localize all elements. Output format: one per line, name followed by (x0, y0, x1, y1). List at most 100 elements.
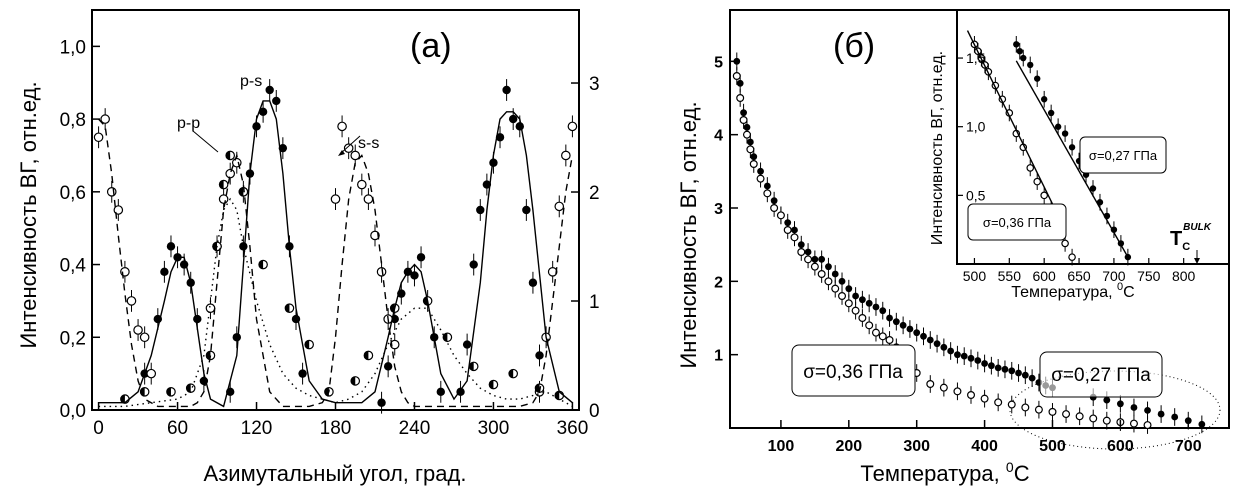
chart-a-series-2-point-half (351, 376, 356, 386)
chart-a-series-2-point-half (555, 391, 560, 400)
chart-b-series-0-point (1171, 413, 1179, 421)
chart-b-series-1-point (878, 332, 887, 341)
box-sigma-027-label: σ=0,27 ГПа (1051, 365, 1151, 386)
chart-a-series-2-point (225, 150, 236, 161)
chart-a-ytick-label: 1,0 (60, 37, 86, 58)
box-sigma-027 (1039, 351, 1163, 398)
chart-inset-xtick-label: 650 (1067, 268, 1091, 284)
chart-a-series-0-point (476, 205, 485, 215)
chart-a-ytick-label: 0,6 (60, 183, 86, 204)
chart-a-series-0-point (258, 107, 268, 117)
chart-b-series-0-point (960, 352, 968, 360)
chart-b-series-0-point (926, 336, 934, 344)
annotation-pp-arrow (192, 130, 219, 153)
chart-b-series-1-point (790, 233, 799, 242)
chart-b-series-1-point (776, 211, 785, 220)
chart-a-series-0-point (252, 122, 261, 131)
chart-inset-series-0-point (1040, 96, 1048, 103)
chart-a-xlabel: Азимутальный угол, град. (204, 461, 467, 486)
chart-a-series-2-point (488, 379, 499, 390)
chart-b-series-1-point (865, 321, 874, 330)
chart-b-series-0-point (831, 270, 839, 278)
chart-b-series-1-point (1007, 400, 1016, 409)
chart-a-series-2-point (350, 376, 361, 386)
chart-b-series-0-point (872, 303, 880, 311)
chart-a-series-0-point (160, 267, 169, 277)
chart-inset-ytick-label: 1,5 (966, 50, 986, 66)
chart-a-series-1-point (225, 168, 236, 179)
chart-inset-series-0-point (1027, 61, 1034, 69)
chart-b-series-0-point (994, 364, 1002, 372)
box-sigma-036 (791, 344, 916, 397)
chart-b-series-0-point (906, 325, 914, 333)
annotation-ss-arrowhead (338, 150, 345, 156)
chart-a-ytick-right-label: 2 (589, 183, 600, 204)
chart-b-series-1-point (1048, 407, 1057, 416)
chart-b-series-0-point (1015, 369, 1022, 377)
chart-a-series-2-point (304, 339, 314, 350)
chart-b-series-0-point (845, 285, 853, 293)
chart-inset-series-0-point (1089, 185, 1097, 192)
chart-inset-xtick-label: 600 (1032, 268, 1056, 284)
chart-a-ytick-label: 0,4 (60, 256, 87, 277)
chart-a-series-1-point (126, 296, 137, 306)
chart-b-series-1-point (797, 248, 806, 257)
chart-b-series-1-point (804, 255, 813, 264)
chart-b-series-0-point (886, 314, 893, 322)
chart-inset-series-0-point (1110, 226, 1118, 233)
inset-box-sigma-036-label: σ=0,36 ГПа (983, 215, 1052, 230)
chart-a-ytick-label: 0,2 (60, 328, 86, 349)
chart-a-series-2-point-half (304, 340, 310, 349)
chart-a-series-2-point (258, 259, 268, 270)
chart-a-series-0-point (416, 253, 426, 262)
chart-b-series-0-point (1144, 407, 1151, 414)
chart-inset-series-1-point (1068, 253, 1076, 261)
chart-b-series-1-point (994, 398, 1003, 407)
chart-b-series-1-point (746, 145, 755, 154)
chart-b-xlabel: Температура, 0C (860, 459, 1029, 486)
chart-inset-series-0-point (1068, 144, 1076, 151)
chart-a-series-0-point (508, 114, 518, 124)
chart-b-series-1-point (967, 391, 976, 400)
chart-a-panel-label: (a) (410, 27, 452, 65)
chart-b-ylabel: Интенсивность ВГ, отн.ед. (676, 101, 701, 368)
chart-a-series-2-point (205, 350, 216, 361)
chart-a-series-1-point (330, 194, 341, 204)
chart-a-series-0-point (298, 369, 307, 378)
chart-a-series-2-point (238, 187, 249, 197)
chart-a-series-2-point-half (166, 387, 171, 397)
chart-a-xtick-label: 240 (399, 418, 431, 439)
chart-inset-series-1-point (1033, 177, 1042, 186)
chart-a-series-2-point-half (285, 303, 290, 313)
chart-inset-xtick-label: 800 (1172, 268, 1196, 284)
chart-b-series-0-point (1001, 365, 1009, 373)
chart-a-ylabel: Интенсивность ВГ, отн.ед. (16, 81, 41, 348)
chart-b-series-1-point (885, 336, 894, 345)
chart-b-series-1-point (1062, 410, 1071, 419)
chart-a-series-2-point (442, 332, 453, 343)
chart-b-series-0-point (1157, 410, 1165, 418)
tc-bulk-label: TCBULK (1170, 222, 1212, 253)
chart-b-series-0-point (1116, 400, 1124, 408)
chart-a-series-2-point-half (469, 362, 474, 371)
chart-b-series-1-point (742, 130, 751, 139)
chart-b-series-1-point (824, 277, 833, 286)
chart-a-ytick-right-label: 3 (589, 74, 600, 95)
chart-a-series-1-point (389, 339, 400, 350)
chart-a-series-1-point (139, 332, 150, 343)
chart-a-series-0-point (515, 122, 524, 131)
chart-a-series-1-point (133, 325, 143, 335)
chart-b-series-1-point (1034, 405, 1043, 414)
chart-b-series-0-point (838, 277, 846, 285)
chart-a-xtick-label: 180 (320, 418, 352, 439)
chart-b-series-0-point (1021, 371, 1029, 379)
chart-b-series-1-point (749, 160, 758, 169)
chart-a-series-0-point (528, 278, 538, 287)
chart-a-series-0-point (166, 242, 176, 251)
chart-b-series-0-point (987, 362, 995, 370)
chart-a-series-0-point (383, 362, 393, 371)
chart-a-series-0-point (469, 260, 478, 269)
chart-b-xtick-label: 200 (835, 438, 862, 455)
chart-inset-series-0-point (1034, 75, 1041, 82)
